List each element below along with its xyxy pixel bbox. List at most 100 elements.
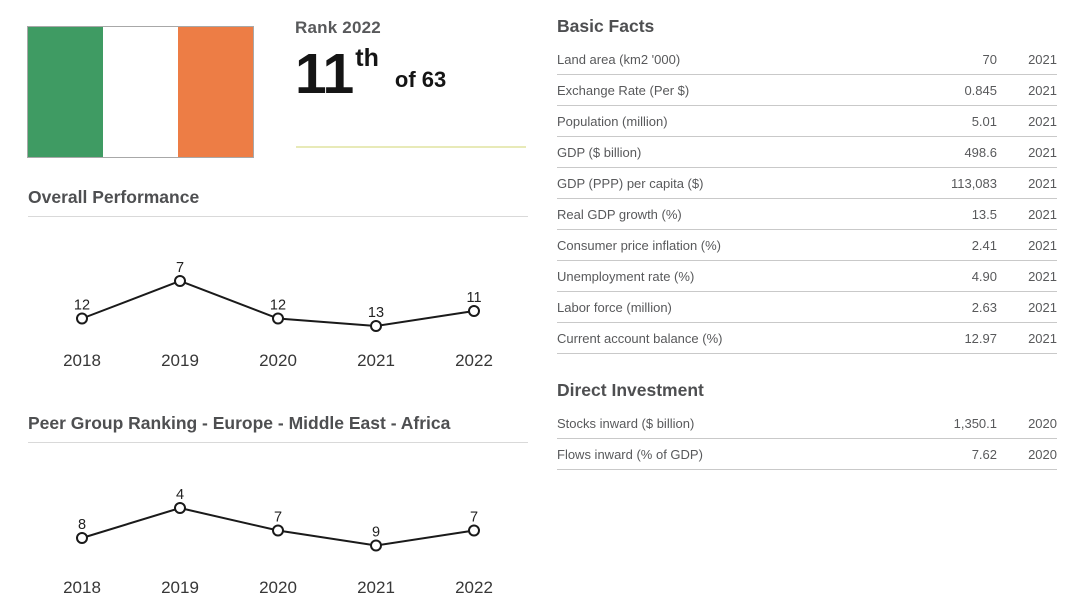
row-year: 2021: [1028, 175, 1057, 191]
ireland-flag: [27, 26, 254, 158]
row-label: Stocks inward ($ billion): [557, 415, 695, 431]
overall-performance-heading: Overall Performance: [28, 187, 528, 217]
direct-investment-table: Stocks inward ($ billion) 1,350.1 2020 Flow…: [557, 408, 1057, 470]
row-value: 70: [982, 51, 997, 67]
data-point-marker: [468, 524, 480, 537]
row-year: 2021: [1028, 51, 1057, 67]
direct-investment-section: Direct Investment Stocks inward ($ billi…: [557, 380, 1057, 470]
data-point-marker: [76, 532, 88, 544]
table-row: Labor force (million) 2.63 2021: [557, 292, 1057, 323]
table-row: Consumer price inflation (%) 2.41 2021: [557, 230, 1057, 261]
rank-number: 11: [295, 42, 354, 106]
row-value: 1,350.1: [953, 415, 997, 431]
row-value: 7.62: [971, 446, 997, 462]
x-axis-year-label: 2018: [63, 351, 101, 370]
rank-of-total: of 63: [394, 67, 447, 92]
data-point-label: 12: [270, 298, 286, 314]
direct-investment-heading: Direct Investment: [557, 380, 704, 400]
basic-facts-section: Basic Facts Land area (km2 '000) 70 2021 Ex…: [557, 16, 1057, 354]
row-year: 2021: [1028, 82, 1057, 98]
rank-ordinal-suffix: th: [355, 44, 379, 72]
row-value: 13.5: [971, 206, 997, 222]
row-value: 113,083: [950, 175, 997, 191]
row-label: Land area (km2 '000): [557, 51, 681, 67]
row-label: GDP (PPP) per capita ($): [557, 175, 704, 191]
row-year: 2021: [1028, 268, 1057, 284]
row-label: Real GDP growth (%): [557, 206, 682, 222]
x-axis-year-label: 2022: [455, 351, 493, 370]
data-point-label: 9: [372, 525, 380, 541]
row-label: Consumer price inflation (%): [557, 237, 722, 253]
row-value: 2.63: [971, 299, 997, 315]
data-point-marker: [174, 502, 186, 514]
row-label: Flows inward (% of GDP): [557, 446, 703, 462]
row-label: GDP ($ billion): [557, 144, 642, 160]
table-row: Population (million) 5.01 2021: [557, 106, 1057, 137]
flag-stripe-orange: [178, 27, 253, 157]
table-row: Stocks inward ($ billion) 1,350.1 2020: [557, 408, 1057, 439]
table-row: Exchange Rate (Per $) 0.845 2021: [557, 75, 1057, 106]
data-point-label: 8: [78, 517, 86, 533]
row-value: 498.6: [964, 144, 997, 160]
row-value: 2.41: [971, 237, 997, 253]
peer-group-ranking-heading: Peer Group Ranking - Europe - Middle Eas…: [28, 413, 528, 443]
row-label: Exchange Rate (Per $): [557, 82, 690, 98]
row-year: 2020: [1028, 415, 1057, 431]
peer-group-ranking-chart: 8 2018 4 2019 7 2020 9 2021 7 2022: [28, 448, 528, 600]
basic-facts-heading: Basic Facts: [557, 16, 655, 36]
row-value: 4.90: [971, 268, 997, 284]
row-year: 2021: [1028, 206, 1057, 222]
row-label: Population (million): [557, 113, 668, 129]
row-year: 2020: [1028, 446, 1057, 462]
rank-accent-divider: [296, 146, 526, 148]
row-value: 5.01: [971, 113, 997, 129]
x-axis-year-label: 2020: [259, 351, 297, 370]
rank-value: 11th of 63: [295, 44, 527, 103]
data-point-label: 7: [274, 510, 282, 526]
table-row: Current account balance (%) 12.97 2021: [557, 323, 1057, 354]
table-row: Land area (km2 '000) 70 2021: [557, 44, 1057, 75]
table-row: Flows inward (% of GDP) 7.62 2020: [557, 439, 1057, 470]
row-label: Current account balance (%): [557, 330, 723, 346]
table-row: GDP ($ billion) 498.6 2021: [557, 137, 1057, 168]
row-year: 2021: [1028, 113, 1057, 129]
table-row: Real GDP growth (%) 13.5 2021: [557, 199, 1057, 230]
data-point-label: 11: [466, 290, 481, 306]
table-row: Unemployment rate (%) 4.90 2021: [557, 261, 1057, 292]
data-point-marker: [468, 305, 480, 317]
flag-stripe-white: [103, 27, 178, 157]
data-point-label: 12: [74, 298, 90, 314]
data-point-marker: [370, 539, 382, 552]
row-year: 2021: [1028, 237, 1057, 253]
row-year: 2021: [1028, 144, 1057, 160]
data-point-label: 7: [176, 260, 184, 276]
x-axis-year-label: 2018: [63, 578, 101, 597]
x-axis-year-label: 2022: [455, 578, 493, 597]
row-label: Labor force (million): [557, 299, 672, 315]
row-year: 2021: [1028, 299, 1057, 315]
facts-column: Basic Facts Land area (km2 '000) 70 2021 Ex…: [557, 16, 1057, 470]
data-point-label: 4: [176, 487, 184, 503]
row-value: 12.97: [964, 330, 997, 346]
data-point-label: 13: [368, 305, 384, 321]
rank-block: Rank 2022 11th of 63: [295, 18, 527, 103]
data-point-marker: [272, 524, 284, 537]
x-axis-year-label: 2021: [357, 351, 395, 370]
data-point-marker: [76, 312, 88, 325]
row-label: Unemployment rate (%): [557, 268, 695, 284]
overall-performance-chart: 12 2018 7 2019 12 2020 13 2021 11 2022: [28, 221, 528, 373]
data-point-label: 7: [470, 510, 478, 526]
x-axis-year-label: 2019: [161, 578, 199, 597]
basic-facts-table: Land area (km2 '000) 70 2021 Exchange Rate …: [557, 44, 1057, 354]
flag-stripe-green: [28, 27, 103, 157]
x-axis-year-label: 2021: [357, 578, 395, 597]
data-point-marker: [174, 275, 186, 287]
data-point-marker: [370, 320, 382, 332]
x-axis-year-label: 2019: [161, 351, 199, 370]
table-row: GDP (PPP) per capita ($) 113,083 2021: [557, 168, 1057, 199]
rank-label: Rank 2022: [295, 18, 381, 37]
data-point-marker: [272, 312, 284, 325]
row-year: 2021: [1028, 330, 1057, 346]
row-value: 0.845: [964, 82, 997, 98]
